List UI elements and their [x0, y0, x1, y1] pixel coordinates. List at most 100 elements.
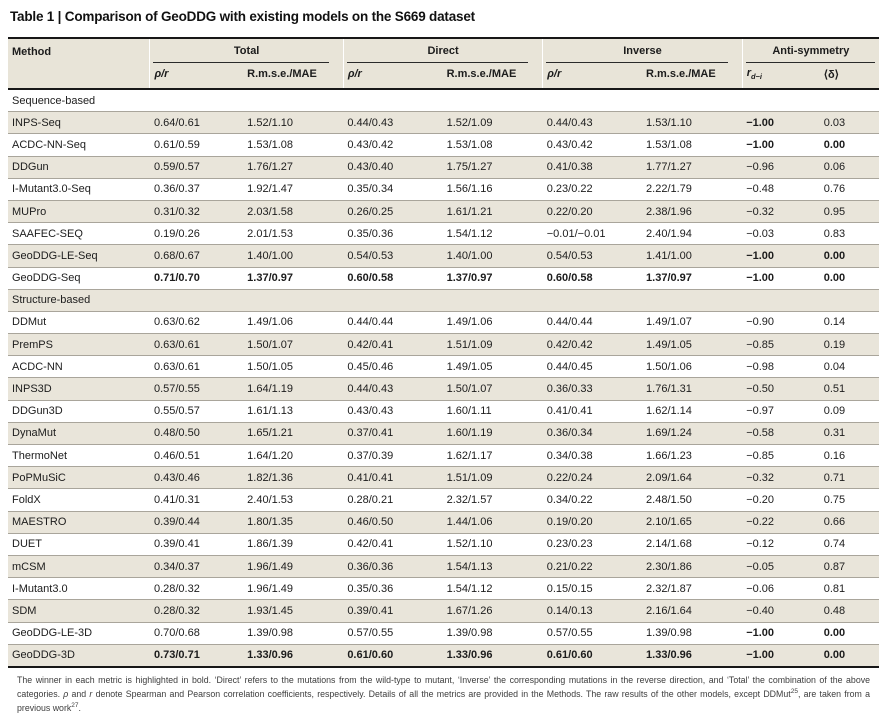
table-row: DDGun 0.59/0.57 1.76/1.27 0.43/0.40 1.75/1.2…: [8, 155, 879, 179]
value-cell: 1.60/1.11: [442, 399, 543, 423]
table-row: ThermoNet 0.46/0.51 1.64/1.20 0.37/0.39 1.62…: [8, 443, 879, 467]
value-cell: 1.50/1.06: [642, 355, 743, 378]
value-cell: 0.15/0.15: [542, 577, 643, 600]
value-cell: −0.12: [742, 532, 820, 556]
table-row: GeoDDG-LE-3D 0.70/0.68 1.39/0.98 0.57/0.55 1…: [8, 621, 879, 645]
table-row: GeoDDG-Seq 0.71/0.70 1.37/0.97 0.60/0.58 1.3…: [8, 266, 879, 290]
method-name: mCSM: [8, 554, 150, 578]
value-cell: 0.73/0.71: [149, 643, 244, 667]
method-name: PoPMuSiC: [8, 466, 150, 489]
value-cell: 0.31/0.32: [149, 199, 244, 223]
value-cell: 1.37/0.97: [442, 266, 543, 290]
value-cell: 1.64/1.20: [243, 443, 344, 467]
table-body: Sequence-based INPS-Seq 0.64/0.61 1.52/1.10…: [8, 88, 879, 667]
value-cell: 1.53/1.08: [442, 133, 543, 157]
value-cell: 1.52/1.09: [442, 111, 543, 134]
value-cell: 1.75/1.27: [442, 155, 543, 179]
value-cell: 0.36/0.37: [149, 177, 244, 201]
table-row: GeoDDG-3D 0.73/0.71 1.33/0.96 0.61/0.60 1.33…: [8, 643, 879, 667]
value-cell: −0.98: [742, 355, 820, 378]
value-cell: 0.09: [819, 399, 879, 423]
value-cell: 0.43/0.42: [343, 133, 443, 157]
value-cell: 0.44/0.44: [542, 310, 643, 334]
table-row: I-Mutant3.0 0.28/0.32 1.96/1.49 0.35/0.36 1.…: [8, 577, 879, 600]
method-name: GeoDDG-Seq: [8, 266, 150, 290]
table-row: SAAFEC-SEQ 0.19/0.26 2.01/1.53 0.35/0.36 1.5…: [8, 222, 879, 245]
value-cell: 0.41/0.38: [542, 155, 643, 179]
subheader-direct-rho: ρ/r: [342, 63, 443, 89]
value-cell: 2.48/1.50: [642, 488, 743, 512]
value-cell: 1.39/0.98: [642, 621, 743, 645]
value-cell: −1.00: [742, 266, 820, 290]
value-cell: −1.00: [742, 643, 820, 667]
value-cell: 0.35/0.36: [343, 577, 443, 600]
method-name: INPS-Seq: [8, 111, 150, 134]
table-row: DUET 0.39/0.41 1.86/1.39 0.42/0.41 1.52/1.10…: [8, 532, 879, 556]
group-header-antisymmetry: Anti-symmetry: [741, 38, 879, 63]
value-cell: 0.63/0.61: [149, 355, 244, 378]
value-cell: −0.85: [742, 333, 820, 356]
value-cell: 1.52/1.10: [243, 111, 344, 134]
value-cell: 0.60/0.58: [343, 266, 443, 290]
value-cell: 0.00: [819, 244, 879, 267]
table-row: MUPro 0.31/0.32 2.03/1.58 0.26/0.25 1.61/1.2…: [8, 199, 879, 223]
value-cell: 1.54/1.12: [442, 577, 543, 600]
value-cell: 0.19: [819, 333, 879, 356]
value-cell: 1.39/0.98: [442, 621, 543, 645]
value-cell: 0.34/0.22: [542, 488, 643, 512]
subheader-delta: ⟨δ⟩: [819, 63, 879, 89]
value-cell: 0.36/0.33: [542, 377, 643, 401]
value-cell: 0.46/0.51: [149, 443, 244, 467]
value-cell: 0.39/0.41: [343, 599, 443, 622]
value-cell: 0.63/0.62: [149, 310, 244, 334]
value-cell: 0.41/0.41: [542, 399, 643, 423]
table-row: ACDC-NN 0.63/0.61 1.50/1.05 0.45/0.46 1.49/1…: [8, 355, 879, 378]
value-cell: 0.23/0.22: [542, 177, 643, 201]
value-cell: 1.62/1.17: [442, 443, 543, 467]
table-row: DynaMut 0.48/0.50 1.65/1.21 0.37/0.41 1.60/1…: [8, 421, 879, 445]
table-row: INPS-Seq 0.64/0.61 1.52/1.10 0.44/0.43 1.52/…: [8, 111, 879, 134]
value-cell: −1.00: [742, 621, 820, 645]
value-cell: 0.74: [819, 532, 879, 556]
value-cell: 2.10/1.65: [642, 510, 743, 534]
value-cell: 2.01/1.53: [243, 222, 344, 245]
value-cell: 0.43/0.43: [343, 399, 443, 423]
method-name: DDMut: [8, 310, 150, 334]
value-cell: 1.82/1.36: [243, 466, 344, 489]
value-cell: 1.40/1.00: [442, 244, 543, 267]
value-cell: 1.61/1.21: [442, 199, 543, 223]
value-cell: 1.92/1.47: [243, 177, 344, 201]
value-cell: 1.49/1.05: [442, 355, 543, 378]
subheader-total-rho: ρ/r: [149, 63, 244, 89]
value-cell: 0.23/0.23: [542, 532, 643, 556]
value-cell: 1.41/1.00: [642, 244, 743, 267]
method-name: I-Mutant3.0-Seq: [8, 177, 150, 201]
value-cell: −0.96: [742, 155, 820, 179]
value-cell: 0.00: [819, 643, 879, 667]
value-cell: −0.20: [742, 488, 820, 512]
value-cell: 0.48: [819, 599, 879, 622]
value-cell: 0.35/0.34: [343, 177, 443, 201]
value-cell: −0.90: [742, 310, 820, 334]
value-cell: 0.06: [819, 155, 879, 179]
table-row: MAESTRO 0.39/0.44 1.80/1.35 0.46/0.50 1.44/1…: [8, 510, 879, 534]
value-cell: 1.51/1.09: [442, 333, 543, 356]
value-cell: 1.96/1.49: [243, 554, 344, 578]
value-cell: 0.76: [819, 177, 879, 201]
value-cell: −0.22: [742, 510, 820, 534]
value-cell: −0.97: [742, 399, 820, 423]
value-cell: 0.42/0.41: [343, 532, 443, 556]
method-name: MUPro: [8, 199, 150, 223]
value-cell: 1.39/0.98: [243, 621, 344, 645]
value-cell: 0.36/0.36: [343, 554, 443, 578]
value-cell: 0.28/0.32: [149, 599, 244, 622]
value-cell: 0.37/0.41: [343, 421, 443, 445]
value-cell: 0.19/0.26: [149, 222, 244, 245]
method-name: SAAFEC-SEQ: [8, 222, 150, 245]
value-cell: 1.33/0.96: [442, 643, 543, 667]
value-cell: 0.57/0.55: [343, 621, 443, 645]
value-cell: 0.57/0.55: [149, 377, 244, 401]
group-header-direct: Direct: [342, 38, 543, 63]
value-cell: 0.44/0.45: [542, 355, 643, 378]
